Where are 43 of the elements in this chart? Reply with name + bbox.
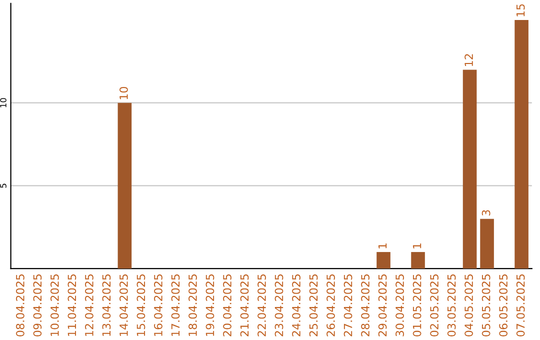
bar <box>462 70 477 269</box>
x-tick-label: 14.04.2025 <box>120 274 128 336</box>
x-tick-label: 18.04.2025 <box>188 274 197 336</box>
x-tick-label: 22.04.2025 <box>258 274 266 336</box>
data-label: 1 <box>412 243 422 248</box>
bar <box>480 218 494 269</box>
x-tick-label: 27.04.2025 <box>344 274 352 336</box>
x-tick-label: 17.04.2025 <box>171 274 180 336</box>
x-tick-label: 23.04.2025 <box>274 274 284 336</box>
x-tick-label: 30.04.2025 <box>396 274 404 336</box>
x-tick-label: 13.04.2025 <box>102 274 111 336</box>
x-tick-label: 16.04.2025 <box>154 274 162 336</box>
x-tick-label: 05.05.2025 <box>482 274 490 336</box>
x-tick-label: 19.04.2025 <box>206 274 214 336</box>
x-tick-label: 15.04.2025 <box>136 274 146 336</box>
data-label: 3 <box>482 210 490 216</box>
bar <box>376 252 390 269</box>
x-tick-label: 04.05.2025 <box>464 274 474 336</box>
x-tick-label: 25.04.2025 <box>309 274 318 336</box>
y-tick-label: 5 <box>0 184 6 188</box>
x-tick-label: 28.04.2025 <box>361 274 370 336</box>
bar <box>411 252 425 269</box>
x-tick-label: 26.04.2025 <box>326 274 335 336</box>
x-tick-label: 06.05.2025 <box>499 274 508 336</box>
x-tick-label: 08.04.2025 <box>16 274 24 336</box>
x-tick-label: 29.04.2025 <box>378 274 387 336</box>
x-tick-label: 21.04.2025 <box>240 274 249 336</box>
x-tick-label: 11.04.2025 <box>68 274 76 336</box>
x-tick-label: 12.04.2025 <box>84 274 94 336</box>
x-tick-label: 03.05.2025 <box>447 274 456 336</box>
x-tick-label: 20.04.2025 <box>223 274 232 336</box>
x-tick-label: 10.04.2025 <box>50 274 59 336</box>
bar <box>118 102 132 269</box>
x-tick-label: 07.05.2025 <box>516 274 525 336</box>
data-label: 1 <box>378 243 387 248</box>
x-tick-label: 09.04.2025 <box>33 274 42 336</box>
data-label: 15 <box>516 4 525 16</box>
data-label: 12 <box>464 54 473 66</box>
data-label: 10 <box>120 86 128 100</box>
x-tick-label: 24.04.2025 <box>292 274 300 336</box>
x-tick-label: 02.05.2025 <box>430 274 438 336</box>
bar <box>514 20 528 269</box>
x-tick-label: 01.05.2025 <box>412 274 422 336</box>
